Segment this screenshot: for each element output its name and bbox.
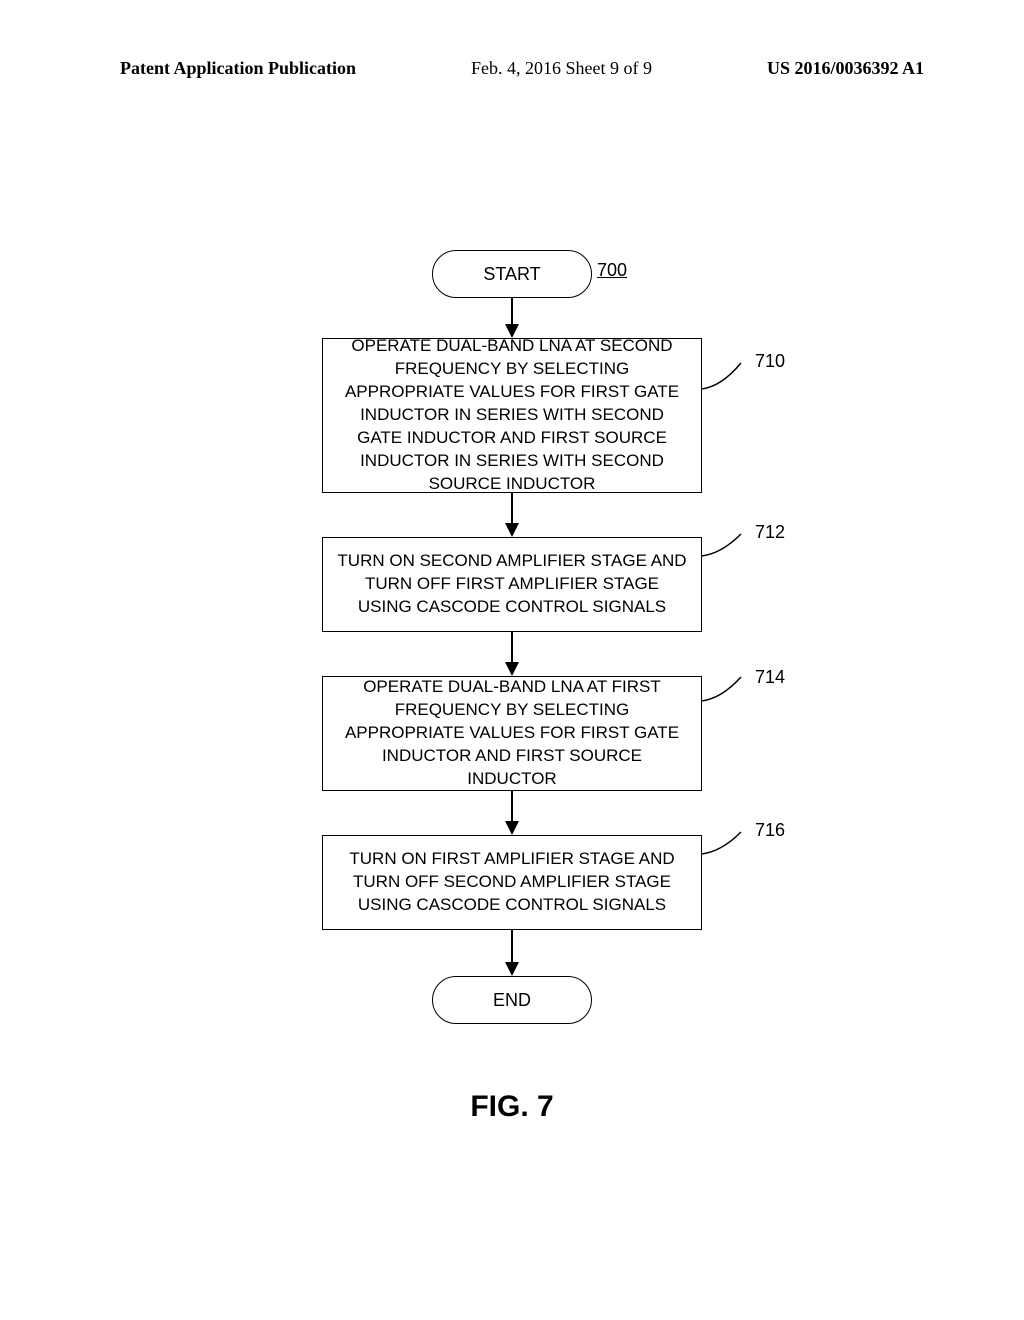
process-714-text: OPERATE DUAL-BAND LNA AT FIRST FREQUENCY… (337, 676, 687, 791)
arrowhead-icon (505, 523, 519, 537)
connector-line (511, 298, 513, 324)
flowchart: START 700 OPERATE DUAL-BAND LNA AT SECON… (212, 250, 812, 1024)
figure-label: FIG. 7 (470, 1090, 553, 1124)
connector-line (511, 930, 513, 962)
start-node: START (432, 250, 592, 298)
connector-start-710 (212, 298, 812, 338)
arrowhead-icon (505, 662, 519, 676)
connector-710-712 (212, 493, 812, 537)
callout-714: 714 (755, 665, 785, 689)
process-710-text: OPERATE DUAL-BAND LNA AT SECOND FREQUENC… (337, 335, 687, 496)
process-712: TURN ON SECOND AMPLIFIER STAGE AND TURN … (322, 537, 702, 632)
callout-716: 716 (755, 818, 785, 842)
callout-712: 712 (755, 520, 785, 544)
callout-curve-712 (701, 532, 751, 562)
callout-curve-714 (701, 675, 751, 705)
connector-line (511, 791, 513, 821)
page-header: Patent Application Publication Feb. 4, 2… (0, 58, 1024, 79)
arrowhead-icon (505, 821, 519, 835)
callout-710: 710 (755, 349, 785, 373)
process-716-text: TURN ON FIRST AMPLIFIER STAGE AND TURN O… (337, 848, 687, 917)
connector-712-714 (212, 632, 812, 676)
connector-714-716 (212, 791, 812, 835)
connector-line (511, 632, 513, 662)
arrowhead-icon (505, 962, 519, 976)
connector-line (511, 493, 513, 523)
end-node: END (432, 976, 592, 1024)
process-712-text: TURN ON SECOND AMPLIFIER STAGE AND TURN … (337, 550, 687, 619)
header-left-text: Patent Application Publication (120, 58, 356, 79)
callout-curve-710 (701, 361, 751, 391)
process-714: OPERATE DUAL-BAND LNA AT FIRST FREQUENCY… (322, 676, 702, 791)
callout-curve-716 (701, 830, 751, 860)
connector-716-end (212, 930, 812, 976)
ref-number-700: 700 (597, 260, 627, 281)
header-center-text: Feb. 4, 2016 Sheet 9 of 9 (471, 58, 652, 79)
header-right-text: US 2016/0036392 A1 (767, 58, 924, 79)
process-716: TURN ON FIRST AMPLIFIER STAGE AND TURN O… (322, 835, 702, 930)
process-710: OPERATE DUAL-BAND LNA AT SECOND FREQUENC… (322, 338, 702, 493)
start-row: START 700 (212, 250, 812, 298)
